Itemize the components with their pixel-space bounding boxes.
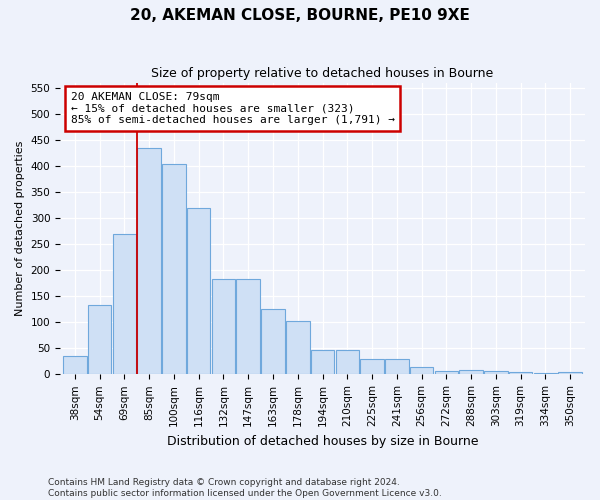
Bar bbox=[559, 372, 582, 374]
Bar bbox=[460, 370, 483, 374]
Bar bbox=[187, 208, 211, 374]
Bar bbox=[137, 148, 161, 374]
Bar bbox=[335, 350, 359, 374]
Bar bbox=[385, 359, 409, 374]
Bar bbox=[509, 372, 532, 374]
X-axis label: Distribution of detached houses by size in Bourne: Distribution of detached houses by size … bbox=[167, 434, 478, 448]
Bar bbox=[212, 279, 235, 374]
Bar bbox=[533, 373, 557, 374]
Bar bbox=[113, 234, 136, 374]
Bar bbox=[261, 310, 285, 374]
Bar bbox=[286, 320, 310, 374]
Bar bbox=[311, 350, 334, 374]
Bar bbox=[484, 370, 508, 374]
Text: 20 AKEMAN CLOSE: 79sqm
← 15% of detached houses are smaller (323)
85% of semi-de: 20 AKEMAN CLOSE: 79sqm ← 15% of detached… bbox=[71, 92, 395, 125]
Bar bbox=[434, 370, 458, 374]
Bar bbox=[360, 359, 384, 374]
Y-axis label: Number of detached properties: Number of detached properties bbox=[15, 141, 25, 316]
Text: Contains HM Land Registry data © Crown copyright and database right 2024.
Contai: Contains HM Land Registry data © Crown c… bbox=[48, 478, 442, 498]
Bar bbox=[162, 164, 185, 374]
Bar bbox=[410, 366, 433, 374]
Bar bbox=[236, 279, 260, 374]
Text: 20, AKEMAN CLOSE, BOURNE, PE10 9XE: 20, AKEMAN CLOSE, BOURNE, PE10 9XE bbox=[130, 8, 470, 22]
Bar bbox=[88, 305, 112, 374]
Title: Size of property relative to detached houses in Bourne: Size of property relative to detached ho… bbox=[151, 68, 494, 80]
Bar bbox=[63, 356, 86, 374]
